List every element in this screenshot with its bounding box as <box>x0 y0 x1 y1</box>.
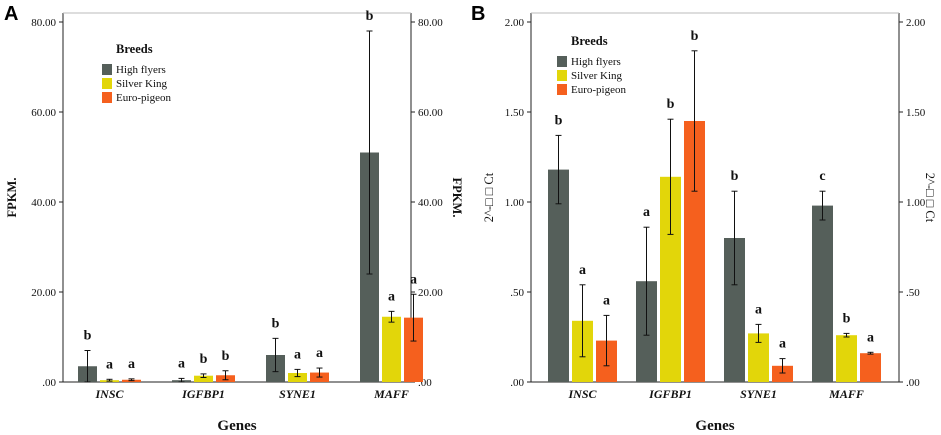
significance-letter: b <box>843 311 851 326</box>
bar <box>724 238 745 382</box>
bar <box>404 317 423 382</box>
y-tick-label-right: 40.00 <box>418 197 443 209</box>
panel-b: B .00 .00 .50 .50 1.00 1.00 1.50 1.50 2.00 2.00 2^-… <box>471 3 937 434</box>
legend-label: High flyers <box>571 56 621 68</box>
y-axis-title-right: 2^-□ □ Ct <box>923 173 937 223</box>
legend-swatch <box>102 78 112 89</box>
y-tick-label-right: 20.00 <box>418 287 443 299</box>
significance-letter: b <box>272 316 280 331</box>
bar <box>812 205 833 382</box>
y-tick-label-left: 2.00 <box>505 17 525 29</box>
significance-letter: a <box>579 263 586 278</box>
y-tick-label-right: 80.00 <box>418 17 443 29</box>
category-label: MAFF <box>373 387 409 401</box>
bar <box>860 353 881 382</box>
legend-swatch <box>102 64 112 75</box>
y-tick-label-right: 1.50 <box>906 107 926 119</box>
category-label: INSC <box>567 387 597 401</box>
legend-title: Breeds <box>571 34 608 48</box>
category-label: INSC <box>94 387 124 401</box>
significance-letter: b <box>667 97 675 112</box>
y-tick-label-left: 20.00 <box>31 287 56 299</box>
significance-letter: a <box>755 302 762 317</box>
significance-letter: a <box>106 357 113 372</box>
significance-letter: a <box>316 346 323 361</box>
legend-label: Silver King <box>116 78 168 90</box>
bar <box>288 373 307 382</box>
legend-swatch <box>102 92 112 103</box>
bar <box>194 375 213 382</box>
y-tick-label-right: 60.00 <box>418 107 443 119</box>
x-axis-title: Genes <box>695 418 734 434</box>
y-tick-label-left: 40.00 <box>31 197 56 209</box>
bar <box>772 365 793 382</box>
y-tick-label-right: .00 <box>906 377 920 389</box>
y-axis-title-right: FPKM. <box>450 178 464 218</box>
significance-letter: c <box>819 169 825 184</box>
legend-label: Silver King <box>571 70 623 82</box>
panel-label: B <box>471 3 485 25</box>
bar <box>684 121 705 382</box>
significance-letter: a <box>867 330 874 345</box>
y-tick-label-left: 1.50 <box>505 107 525 119</box>
legend-title: Breeds <box>116 42 153 56</box>
legend-swatch <box>557 70 567 81</box>
y-tick-label-left: .00 <box>510 377 524 389</box>
category-label: SYNE1 <box>279 387 316 401</box>
y-tick-label-left: 60.00 <box>31 107 56 119</box>
significance-letter: a <box>410 272 417 287</box>
y-tick-label-left: .50 <box>510 287 524 299</box>
significance-letter: a <box>603 293 610 308</box>
legend-label: Euro-pigeon <box>571 84 626 96</box>
category-label: IGFBP1 <box>648 387 692 401</box>
significance-letter: b <box>366 9 374 24</box>
significance-letter: b <box>84 329 92 344</box>
x-axis-title: Genes <box>217 418 256 434</box>
significance-letter: a <box>178 356 185 371</box>
panel-label: A <box>4 3 18 25</box>
y-axis-title-left: 2^-□ □ Ct <box>482 172 496 222</box>
y-tick-label-right: 1.00 <box>906 197 926 209</box>
significance-letter: a <box>779 337 786 352</box>
legend-swatch <box>557 56 567 67</box>
category-label: MAFF <box>828 387 864 401</box>
legend-label: High flyers <box>116 64 166 76</box>
significance-letter: a <box>294 347 301 362</box>
y-axis-title-left: FPKM. <box>5 178 19 218</box>
significance-letter: b <box>691 29 699 44</box>
bar <box>660 176 681 382</box>
significance-letter: b <box>731 169 739 184</box>
significance-letter: a <box>128 357 135 372</box>
significance-letter: b <box>555 113 563 128</box>
bar <box>836 335 857 382</box>
y-tick-label-right: 2.00 <box>906 17 926 29</box>
significance-letter: a <box>643 205 650 220</box>
bar <box>748 333 769 382</box>
significance-letter: a <box>388 289 395 304</box>
significance-letter: b <box>222 349 230 364</box>
bar <box>548 169 569 382</box>
y-tick-label-left: .00 <box>42 377 56 389</box>
significance-letter: b <box>200 352 208 367</box>
legend-swatch <box>557 84 567 95</box>
category-label: IGFBP1 <box>181 387 225 401</box>
bar <box>382 316 401 382</box>
y-tick-label-left: 80.00 <box>31 17 56 29</box>
category-label: SYNE1 <box>740 387 777 401</box>
y-tick-label-right: .50 <box>906 287 920 299</box>
y-tick-label-left: 1.00 <box>505 197 525 209</box>
legend-label: Euro-pigeon <box>116 92 171 104</box>
